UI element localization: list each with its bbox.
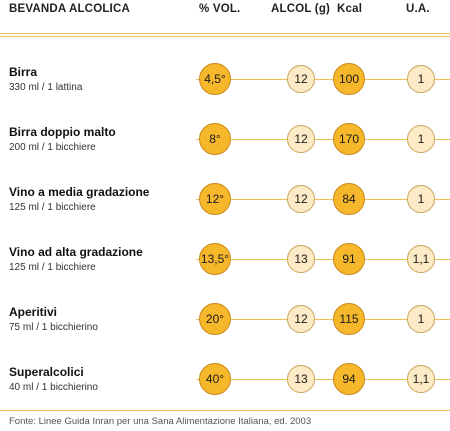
row-connector-line bbox=[196, 379, 450, 380]
beverage-name: Vino ad alta gradazione bbox=[9, 245, 143, 259]
header-divider bbox=[0, 33, 450, 34]
table-row: Superalcolici 40 ml / 1 bicchierino 40° 13 9… bbox=[0, 352, 450, 412]
kcal-badge: 100 bbox=[333, 63, 365, 95]
table-row: Vino ad alta gradazione 125 ml / 1 bicchi… bbox=[0, 232, 450, 292]
kcal-badge: 84 bbox=[333, 183, 365, 215]
table-row: Birra 330 ml / 1 lattina 4,5° 12 100 1 bbox=[0, 52, 450, 112]
alcohol-badge: 13 bbox=[287, 365, 315, 393]
table-row: Vino a media gradazione 125 ml / 1 bicchi… bbox=[0, 172, 450, 232]
kcal-badge: 115 bbox=[333, 303, 365, 335]
beverage-quantity: 40 ml / 1 bicchierino bbox=[9, 382, 98, 393]
beverage-quantity: 125 ml / 1 bicchiere bbox=[9, 262, 96, 273]
beverage-name: Birra doppio malto bbox=[9, 125, 116, 139]
header-vol: % VOL. bbox=[199, 3, 241, 15]
alcohol-badge: 13 bbox=[287, 245, 315, 273]
row-connector-line bbox=[196, 199, 450, 200]
kcal-badge: 170 bbox=[333, 123, 365, 155]
vol-badge: 4,5° bbox=[199, 63, 231, 95]
beverage-quantity: 125 ml / 1 bicchiere bbox=[9, 202, 96, 213]
row-connector-line bbox=[196, 319, 450, 320]
table-header: BEVANDA ALCOLICA % VOL. ALCOL (g) Kcal U… bbox=[0, 0, 450, 20]
header-kcal: Kcal bbox=[337, 3, 363, 15]
vol-badge: 13,5° bbox=[199, 243, 231, 275]
row-connector-line bbox=[196, 139, 450, 140]
ua-badge: 1,1 bbox=[407, 245, 435, 273]
footer-divider bbox=[0, 410, 450, 411]
ua-badge: 1,1 bbox=[407, 365, 435, 393]
vol-badge: 8° bbox=[199, 123, 231, 155]
vol-badge: 12° bbox=[199, 183, 231, 215]
header-beverage: BEVANDA ALCOLICA bbox=[9, 3, 130, 15]
header-divider bbox=[0, 36, 450, 37]
table-row: Aperitivi 75 ml / 1 bicchierino 20° 12 115 1 bbox=[0, 292, 450, 352]
ua-badge: 1 bbox=[407, 185, 435, 213]
ua-badge: 1 bbox=[407, 305, 435, 333]
vol-badge: 40° bbox=[199, 363, 231, 395]
beverage-name: Aperitivi bbox=[9, 305, 58, 319]
beverage-name: Birra bbox=[9, 65, 38, 79]
vol-badge: 20° bbox=[199, 303, 231, 335]
kcal-badge: 91 bbox=[333, 243, 365, 275]
row-connector-line bbox=[196, 259, 450, 260]
ua-badge: 1 bbox=[407, 125, 435, 153]
alcohol-badge: 12 bbox=[287, 185, 315, 213]
source-note: Fonte: Linee Guida Inran per una Sana Al… bbox=[9, 416, 312, 427]
beverage-quantity: 330 ml / 1 lattina bbox=[9, 82, 83, 93]
header-ua: U.A. bbox=[406, 3, 430, 15]
alcohol-badge: 12 bbox=[287, 125, 315, 153]
kcal-badge: 94 bbox=[333, 363, 365, 395]
beverage-name: Superalcolici bbox=[9, 365, 84, 379]
alcohol-badge: 12 bbox=[287, 305, 315, 333]
row-connector-line bbox=[196, 79, 450, 80]
beverage-quantity: 200 ml / 1 bicchiere bbox=[9, 142, 96, 153]
ua-badge: 1 bbox=[407, 65, 435, 93]
header-alcohol: ALCOL (g) bbox=[271, 3, 331, 15]
beverage-name: Vino a media gradazione bbox=[9, 185, 150, 199]
beverage-quantity: 75 ml / 1 bicchierino bbox=[9, 322, 98, 333]
alcohol-badge: 12 bbox=[287, 65, 315, 93]
table-row: Birra doppio malto 200 ml / 1 bicchiere 8°… bbox=[0, 112, 450, 172]
